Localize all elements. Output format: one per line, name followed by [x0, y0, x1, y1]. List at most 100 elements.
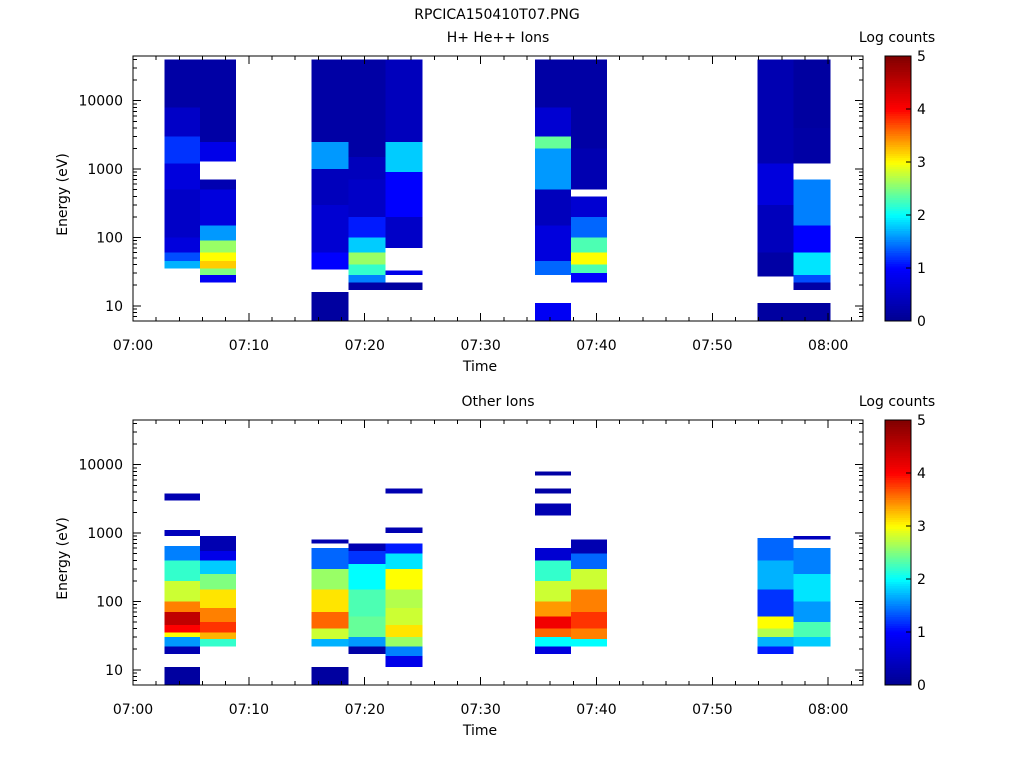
colorbar-swatch: [885, 464, 911, 467]
colorbar-swatch: [885, 673, 911, 677]
heatmap-cell: [571, 216, 607, 238]
y-tick-label: 10000: [78, 458, 123, 474]
heatmap-cell: [793, 574, 831, 602]
colorbar-swatch: [885, 126, 911, 130]
colorbar-swatch: [885, 495, 911, 498]
heatmap-cell: [793, 252, 831, 276]
x-tick-label: 07:00: [113, 702, 153, 718]
heatmap-cell: [200, 589, 237, 609]
colorbar-swatch: [885, 177, 911, 181]
colorbar-swatch: [885, 490, 911, 494]
colorbar-swatch: [885, 545, 911, 549]
heatmap-cell: [571, 273, 607, 283]
colorbar-swatch: [885, 62, 911, 66]
colorbar-swatch: [885, 170, 911, 174]
colorbar-swatch: [885, 572, 911, 576]
colorbar-swatch: [885, 640, 911, 644]
heatmap-cell: [200, 275, 237, 283]
colorbar-swatch: [885, 450, 911, 454]
colorbar-swatch: [885, 499, 911, 503]
y-tick-label: 1000: [87, 526, 123, 542]
colorbar-swatch: [885, 570, 911, 573]
colorbar-swatch: [885, 186, 911, 190]
y-tick-label: 100: [96, 230, 123, 246]
colorbar-swatch: [885, 287, 911, 291]
colorbar-swatch: [885, 142, 911, 145]
colorbar-swatch: [885, 552, 911, 556]
colorbar-swatch: [885, 148, 911, 152]
colorbar-swatch: [885, 457, 911, 461]
heatmap-cell: [200, 622, 237, 633]
colorbar-swatch: [885, 585, 911, 589]
colorbar-swatch: [885, 506, 911, 509]
colorbar-swatch: [885, 97, 911, 101]
colorbar-swatch: [885, 567, 911, 571]
heatmap-cell: [311, 612, 349, 629]
heatmap-cell: [164, 625, 201, 633]
colorbar-swatch: [885, 256, 911, 260]
colorbar-swatch: [885, 223, 911, 227]
heatmap-cell: [793, 127, 831, 164]
heatmap-cell: [164, 136, 201, 164]
colorbar-swatch: [885, 239, 911, 243]
heatmap-cell: [311, 639, 349, 647]
heatmap-cell: [385, 172, 423, 217]
colorbar-swatch: [885, 243, 911, 247]
heatmap-cell: [793, 536, 831, 540]
colorbar-swatch: [885, 607, 911, 611]
heatmap-cell: [571, 196, 607, 217]
colorbar-swatch: [885, 437, 911, 441]
x-tick-label: 08:00: [808, 338, 848, 354]
heatmap-cell: [164, 237, 201, 253]
colorbar-swatch: [885, 252, 911, 256]
heatmap-cell: [757, 252, 794, 277]
colorbar-swatch: [885, 656, 911, 660]
colorbar-swatch: [885, 111, 911, 115]
heatmap-cell: [757, 302, 794, 321]
heatmap-cell: [793, 637, 831, 647]
heatmap-cell: [164, 646, 201, 655]
colorbar-swatch: [885, 153, 911, 156]
colorbar-label: Log counts: [859, 30, 935, 46]
colorbar-swatch: [885, 195, 911, 198]
heatmap-cell: [200, 550, 237, 561]
colorbar-swatch: [885, 492, 911, 496]
colorbar-swatch: [885, 212, 911, 216]
colorbar-swatch: [885, 422, 911, 426]
colorbar-swatch: [885, 481, 911, 485]
heatmap-cell: [535, 503, 571, 516]
x-tick-label: 07:50: [692, 338, 732, 354]
heatmap-cell: [200, 225, 237, 241]
heatmap-cell: [348, 616, 386, 638]
colorbar-swatch: [885, 190, 911, 194]
colorbar-swatch: [885, 175, 911, 179]
heatmap-cell: [535, 261, 571, 276]
colorbar-swatch: [885, 435, 911, 439]
colorbar-swatch: [885, 64, 911, 68]
colorbar-swatch: [885, 530, 911, 534]
colorbar-swatch: [885, 104, 911, 108]
heatmap-cell: [571, 612, 607, 629]
colorbar-swatch: [885, 292, 911, 296]
y-tick-label: 10: [105, 299, 123, 315]
panel-title: Other Ions: [461, 394, 534, 410]
colorbar-swatch: [885, 106, 911, 110]
heatmap-cell: [348, 157, 386, 180]
heatmap-cell: [311, 291, 349, 321]
colorbar-swatch: [885, 665, 911, 668]
colorbar-swatch: [885, 259, 911, 262]
colorbar-swatch: [885, 601, 911, 604]
heatmap-cell: [571, 553, 607, 569]
colorbar-swatch: [885, 301, 911, 304]
heatmap-cell: [311, 204, 349, 253]
colorbar-swatch: [885, 671, 911, 675]
colorbar-swatch: [885, 537, 911, 540]
colorbar-swatch: [885, 488, 911, 492]
colorbar-swatch: [885, 590, 911, 593]
colorbar-swatch: [885, 120, 911, 123]
colorbar-swatch: [885, 219, 911, 223]
colorbar-swatch: [885, 459, 911, 463]
colorbar-swatch: [885, 166, 911, 170]
colorbar-swatch: [885, 461, 911, 465]
